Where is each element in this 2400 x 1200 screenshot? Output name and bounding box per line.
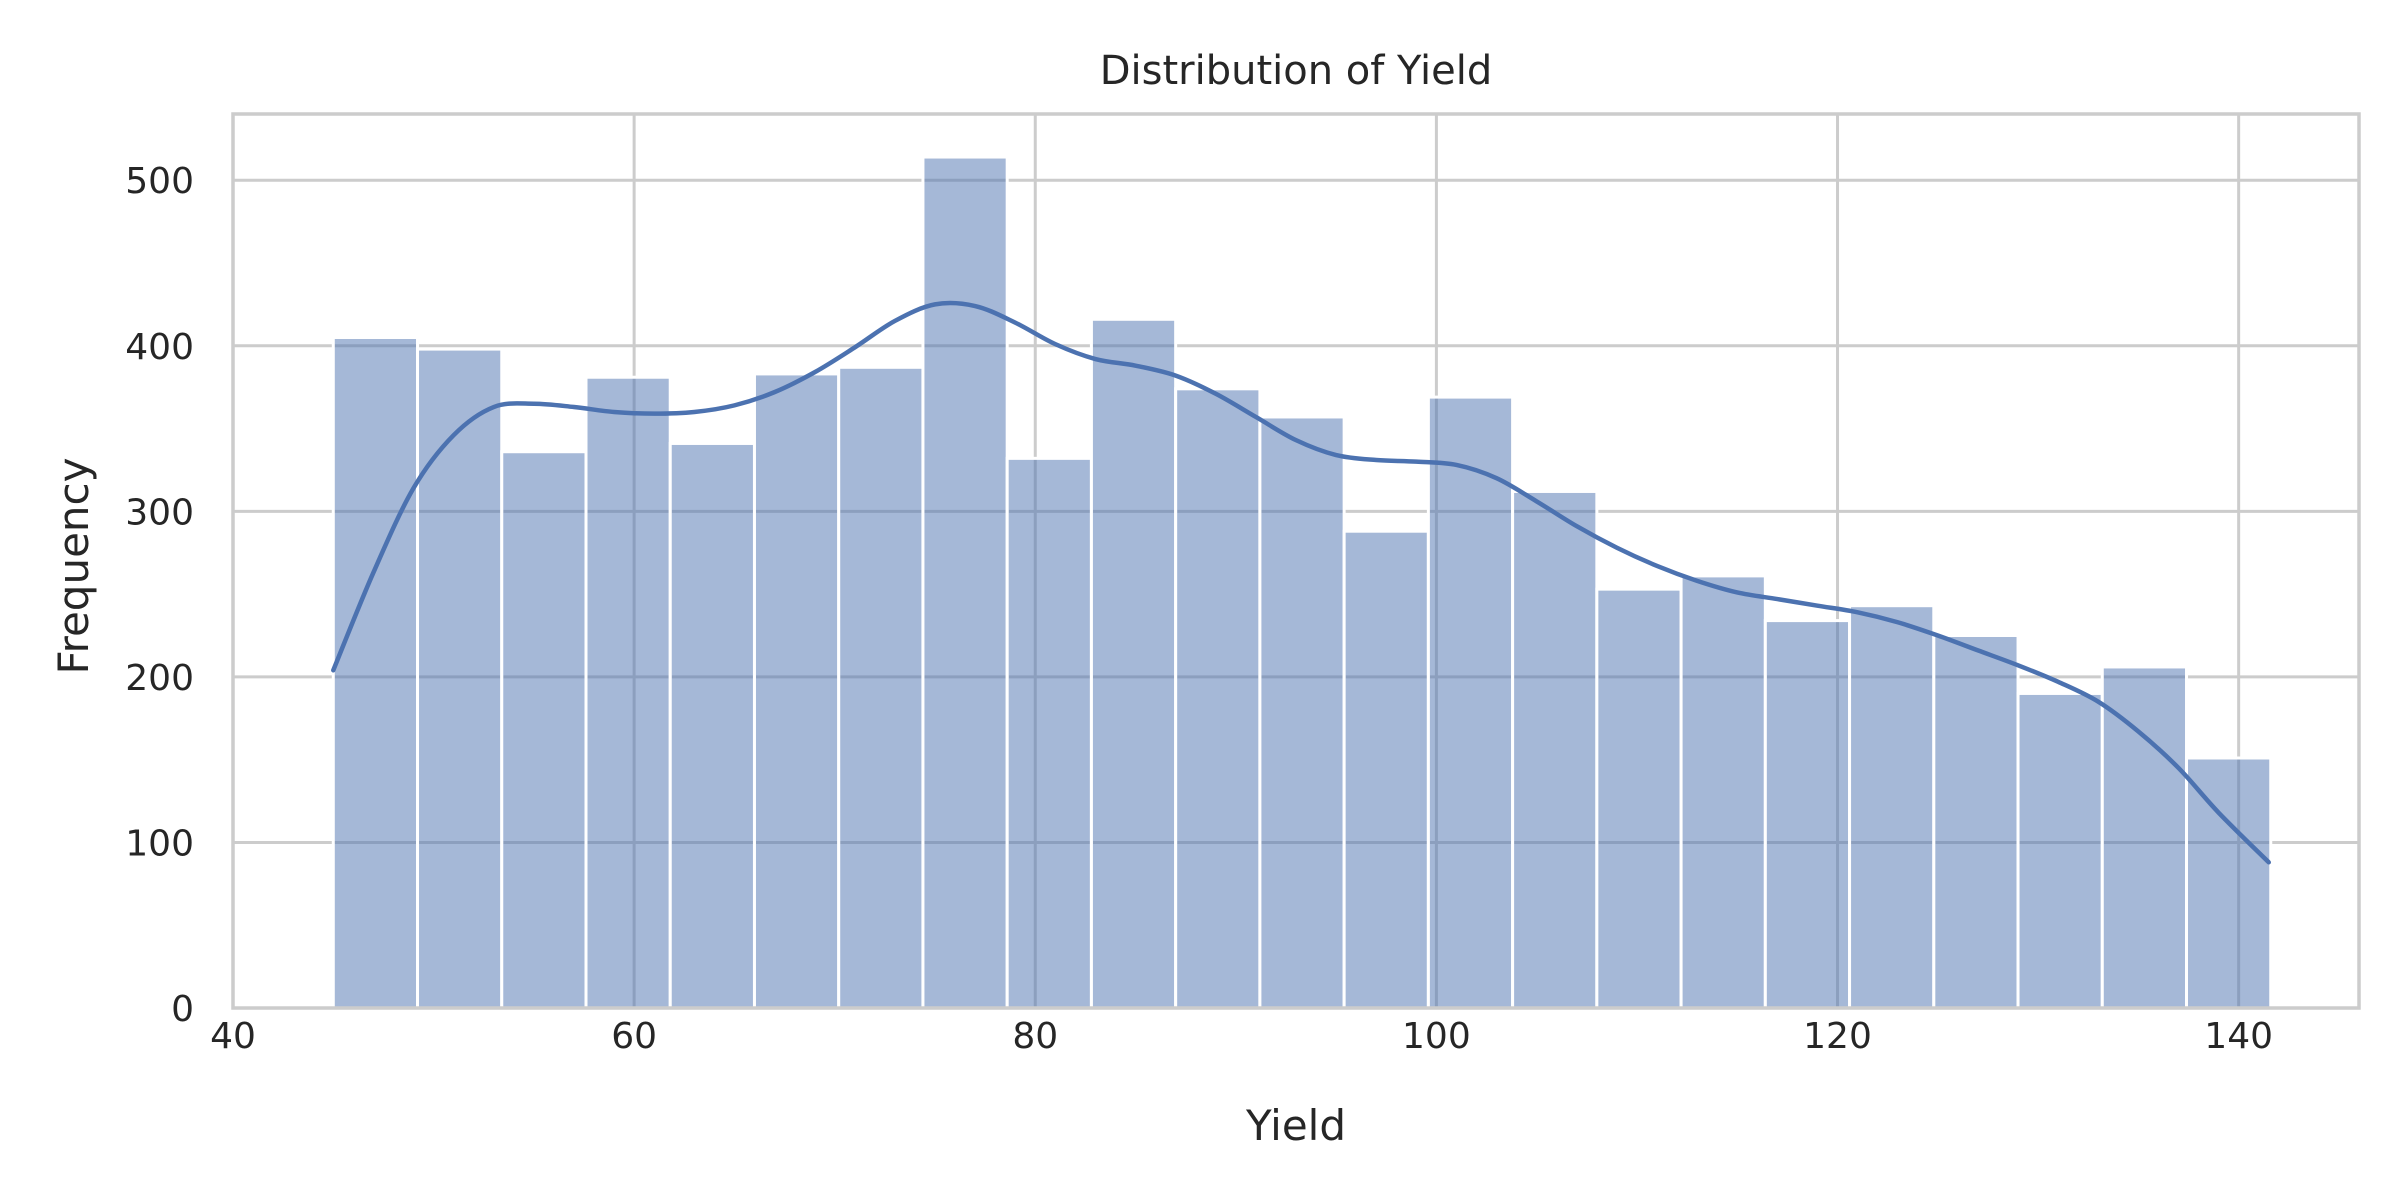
spines-layer <box>231 112 2361 1010</box>
histogram-bar <box>752 372 841 1010</box>
histogram-bar <box>1679 574 1767 1010</box>
histogram-bar <box>1932 634 2020 1010</box>
histogram-bar <box>416 347 504 1010</box>
kde-curve <box>331 300 2271 865</box>
histogram-bar <box>584 375 672 1010</box>
x-tick-label: 80 <box>1012 1016 1058 1057</box>
x-tick-label: 120 <box>1803 1016 1872 1057</box>
histogram-bar <box>1848 604 1936 1010</box>
x-tick-label: 100 <box>1402 1016 1471 1057</box>
histogram-bar <box>2100 665 2189 1010</box>
histogram-bar <box>1763 619 1852 1010</box>
histogram-bar <box>921 155 1009 1010</box>
histogram-bar <box>1174 387 1262 1010</box>
kde-layer <box>331 300 2271 865</box>
chart-title: Distribution of Yield <box>1100 48 1493 94</box>
plot-frame <box>231 112 2361 1010</box>
ticks-layer: 40 60 80 100 120 140 0 100 200 300 400 500 <box>125 161 2273 1057</box>
y-tick-label: 100 <box>125 823 194 864</box>
histogram-bar <box>500 450 588 1010</box>
histogram-bar <box>1511 489 1599 1010</box>
bars-layer <box>331 155 2273 1010</box>
x-tick-label: 40 <box>210 1016 256 1057</box>
histogram-bar <box>1258 415 1346 1010</box>
histogram-bar <box>2016 691 2104 1010</box>
y-tick-label: 300 <box>125 492 194 533</box>
histogram-bar <box>668 441 756 1010</box>
histogram-bar <box>1089 317 1178 1010</box>
histogram-bar <box>1005 456 1093 1010</box>
histogram-bar <box>1595 587 1683 1010</box>
histogram-bar <box>1426 395 1515 1010</box>
histogram-bar <box>331 336 420 1010</box>
histogram-bar <box>2185 756 2273 1010</box>
y-tick-label: 200 <box>125 658 194 699</box>
y-tick-label: 400 <box>125 327 194 368</box>
y-tick-label: 500 <box>125 161 194 202</box>
x-axis-label: Yield <box>1245 1101 1346 1150</box>
x-tick-label: 140 <box>2204 1016 2273 1057</box>
histogram-bar <box>837 365 925 1010</box>
histogram-bar <box>1342 529 1430 1010</box>
y-axis-label: Frequency <box>49 458 98 675</box>
x-tick-label: 60 <box>611 1016 657 1057</box>
y-tick-label: 0 <box>171 989 194 1030</box>
